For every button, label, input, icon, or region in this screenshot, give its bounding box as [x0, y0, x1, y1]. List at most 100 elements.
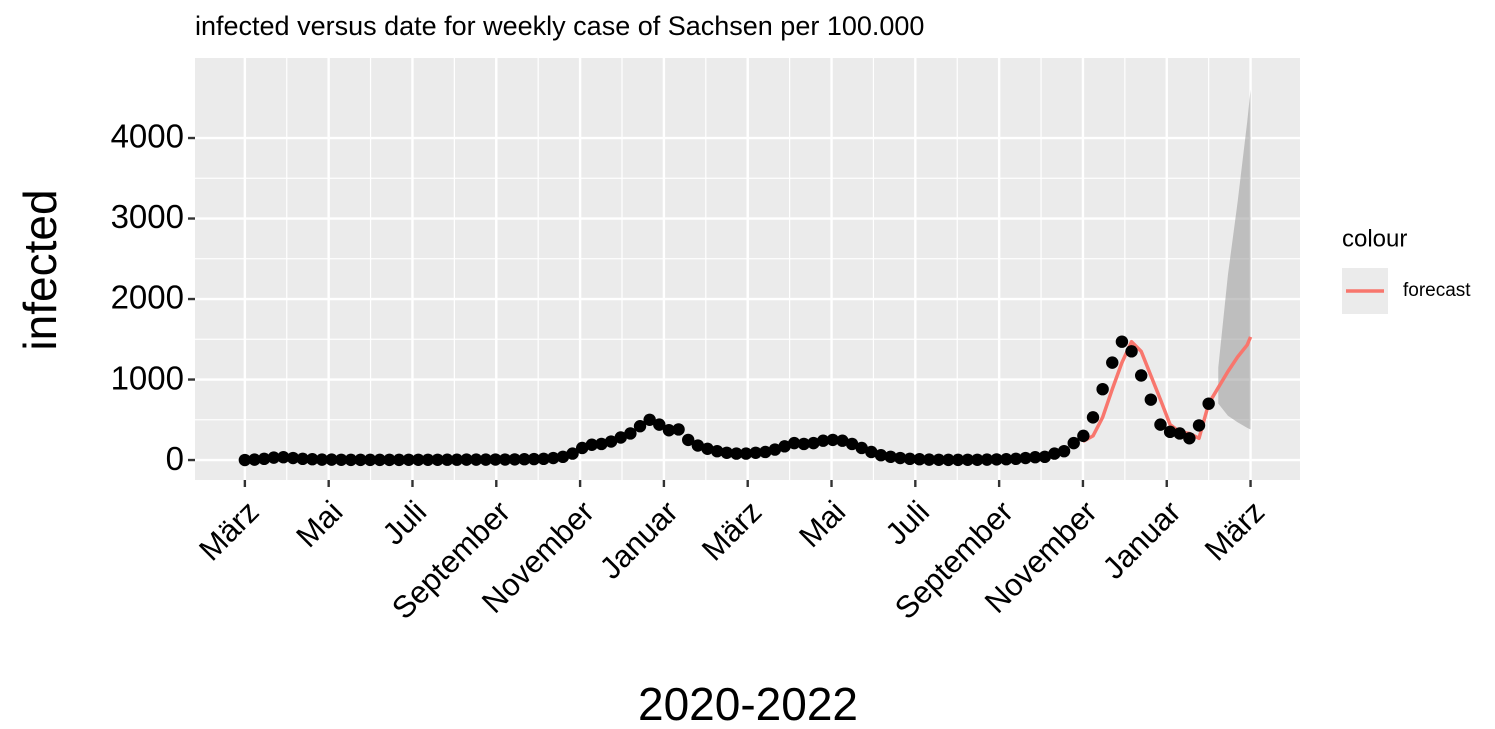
- data-point: [682, 433, 695, 447]
- x-tick-label: März: [192, 494, 265, 567]
- data-point: [575, 441, 589, 455]
- data-point: [1077, 429, 1090, 443]
- data-point: [392, 453, 406, 467]
- data-point: [951, 453, 965, 467]
- data-point: [527, 452, 541, 466]
- data-point: [1048, 447, 1061, 460]
- data-point: [855, 441, 868, 455]
- y-tick-label: 1000: [111, 359, 184, 396]
- data-point: [595, 437, 608, 451]
- data-point: [643, 413, 656, 426]
- data-point: [691, 439, 705, 452]
- data-point: [788, 436, 801, 450]
- data-point: [826, 433, 839, 447]
- data-point: [518, 453, 531, 466]
- data-point: [624, 427, 637, 440]
- data-point: [585, 438, 599, 451]
- data-point: [286, 451, 300, 465]
- data-point: [489, 453, 502, 466]
- y-tick-label: 2000: [111, 279, 184, 316]
- data-point: [932, 453, 945, 466]
- x-tick-label: März: [695, 494, 768, 567]
- data-point: [903, 452, 917, 466]
- data-point: [363, 453, 377, 467]
- data-point: [662, 424, 676, 437]
- data-point: [354, 453, 367, 467]
- data-point: [1163, 425, 1177, 439]
- y-tick-label: 0: [166, 440, 184, 477]
- x-tick-label: Mai: [792, 494, 852, 554]
- data-point: [739, 447, 753, 460]
- data-point: [942, 453, 955, 467]
- data-point: [257, 452, 271, 466]
- data-point: [1125, 345, 1138, 358]
- data-point: [701, 442, 714, 455]
- data-point: [1009, 452, 1023, 466]
- data-point: [1019, 451, 1032, 465]
- data-point: [730, 447, 743, 460]
- data-point: [1038, 450, 1052, 464]
- data-point: [710, 444, 724, 458]
- data-point: [865, 445, 878, 459]
- data-point: [498, 453, 512, 466]
- data-point: [1202, 397, 1215, 410]
- data-point: [469, 453, 483, 466]
- data-point: [633, 420, 647, 433]
- data-point: [1183, 432, 1196, 445]
- data-point: [778, 440, 791, 453]
- data-point: [1115, 335, 1129, 348]
- data-point: [961, 453, 974, 466]
- data-point: [1000, 453, 1013, 466]
- data-point: [479, 453, 493, 466]
- data-point: [768, 443, 782, 456]
- data-point: [980, 453, 994, 466]
- data-point: [344, 453, 358, 467]
- data-point: [836, 434, 849, 447]
- data-point: [508, 453, 521, 466]
- data-point: [441, 453, 454, 466]
- data-point: [238, 453, 252, 467]
- data-point: [556, 450, 570, 464]
- data-point: [277, 451, 290, 464]
- data-point: [1192, 419, 1206, 432]
- legend-label: forecast: [1403, 280, 1471, 301]
- data-point: [653, 418, 666, 431]
- data-point: [383, 453, 396, 467]
- data-point: [1028, 451, 1042, 464]
- data-point: [306, 453, 319, 466]
- confidence-band: [1218, 89, 1251, 430]
- data-point: [1173, 427, 1186, 440]
- data-point: [248, 453, 261, 466]
- x-tick-label: März: [1198, 494, 1271, 567]
- data-point: [884, 450, 897, 464]
- x-tick-label: Januar: [593, 494, 685, 586]
- data-point: [990, 453, 1003, 466]
- data-point: [614, 431, 627, 444]
- data-point: [797, 437, 811, 451]
- data-point: [431, 453, 444, 466]
- data-point: [604, 435, 618, 448]
- data-point: [1096, 382, 1109, 396]
- data-point: [922, 453, 936, 466]
- data-point: [816, 434, 830, 447]
- forecast-line: [1082, 336, 1253, 444]
- data-point: [421, 453, 435, 466]
- legend-title: colour: [1342, 225, 1407, 252]
- data-point: [1086, 411, 1100, 424]
- data-point: [315, 453, 329, 466]
- data-point: [874, 449, 888, 462]
- data-point: [913, 453, 926, 466]
- data-point: [845, 437, 859, 451]
- chart-title: infected versus date for weekly case of …: [195, 11, 924, 41]
- data-point: [450, 453, 464, 466]
- data-point: [1057, 444, 1071, 458]
- data-point: [547, 451, 560, 465]
- data-point: [672, 423, 685, 436]
- x-tick-label: Juli: [878, 494, 936, 552]
- data-point: [1067, 436, 1080, 450]
- data-point: [749, 446, 762, 459]
- data-point: [1106, 356, 1119, 369]
- x-tick-label: Januar: [1096, 494, 1188, 586]
- data-point: [971, 453, 984, 466]
